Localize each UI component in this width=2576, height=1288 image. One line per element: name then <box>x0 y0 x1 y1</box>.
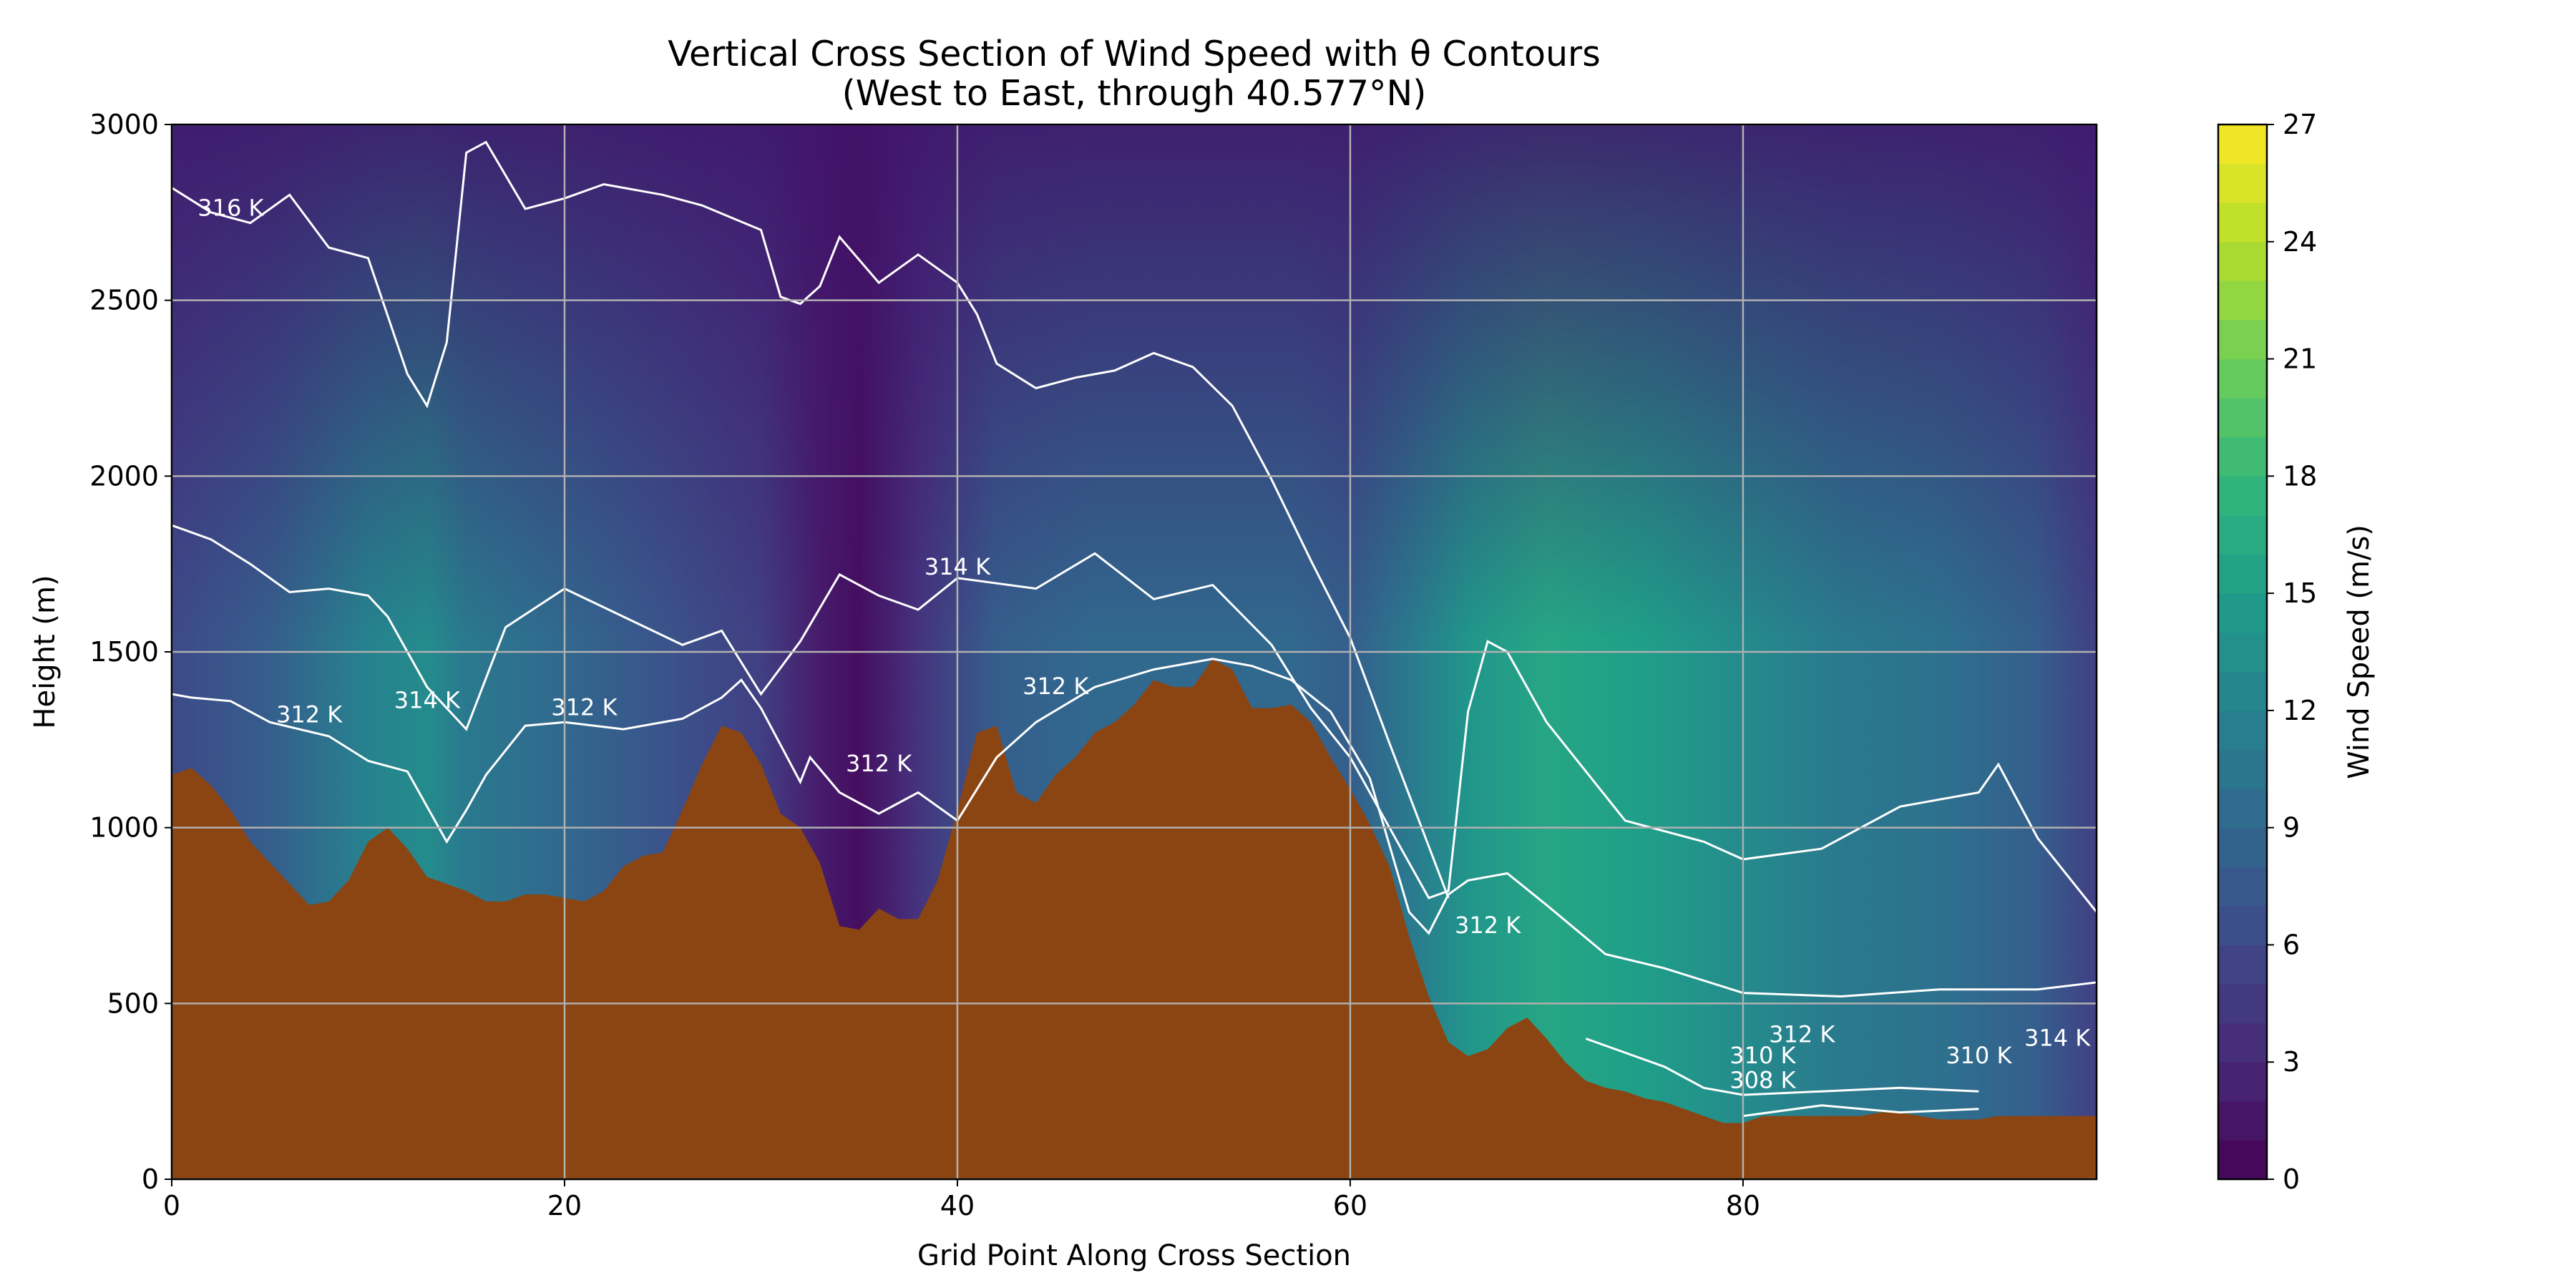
colorbar-band <box>2218 436 2267 477</box>
contour-label: 312 K <box>1769 1020 1835 1048</box>
colorbar-tick-label: 15 <box>2283 577 2317 609</box>
contour-label: 316 K <box>197 195 264 222</box>
colorbar-band <box>2218 1023 2267 1063</box>
y-tick-label: 2000 <box>89 460 159 492</box>
contour-label: 314 K <box>2024 1024 2091 1051</box>
colorbar: 0 3 6 9 12 15 18 21 24 27 Wind Speed (m/s) <box>2217 109 2376 1195</box>
colorbar-band <box>2218 398 2267 438</box>
contour-label: 312 K <box>551 693 618 721</box>
colorbar-band <box>2218 163 2267 203</box>
terrain-layer <box>172 658 2097 1179</box>
colorbar-band <box>2218 984 2267 1024</box>
contour-labels: 316 K 314 K 314 K 312 K 312 K 312 K 312 K 312 K… <box>197 195 2091 1094</box>
colorbar-frame <box>2217 123 2268 1181</box>
y-tick-label: 2500 <box>89 285 159 316</box>
y-tick-label: 1500 <box>89 636 159 668</box>
colorbar-band <box>2218 1140 2267 1180</box>
colorbar-band <box>2218 632 2267 672</box>
colorbar-tick-label: 21 <box>2283 343 2317 375</box>
colorbar-band <box>2218 203 2267 243</box>
terrain-fill <box>172 658 2097 1179</box>
colorbar-band <box>2218 945 2267 985</box>
colorbar-band <box>2218 671 2267 711</box>
colorbar-band <box>2218 514 2267 555</box>
y-tick-label: 1000 <box>89 812 159 844</box>
contour-label: 310 K <box>1729 1042 1796 1069</box>
contour-label: 314 K <box>924 553 991 580</box>
x-tick-label: 60 <box>1333 1190 1367 1221</box>
x-tick-label: 80 <box>1726 1190 1760 1221</box>
colorbar-band <box>2218 867 2267 907</box>
colorbar-band <box>2218 280 2267 321</box>
colorbar-band <box>2218 358 2267 399</box>
contour-label: 312 K <box>276 701 343 728</box>
y-tick-label: 3000 <box>89 109 159 140</box>
y-tick-label: 0 <box>142 1163 159 1195</box>
y-tick-label: 500 <box>107 987 159 1019</box>
wind-field-upper-fade <box>172 125 2097 640</box>
chart-subtitle: (West to East, through 40.577°N) <box>842 73 1427 114</box>
colorbar-band <box>2218 1101 2267 1141</box>
colorbar-tick-label: 6 <box>2283 929 2300 960</box>
colorbar-band <box>2218 710 2267 750</box>
colorbar-band <box>2218 241 2267 281</box>
y-axis-label: Height (m) <box>29 575 62 728</box>
contour-label: 308 K <box>1729 1066 1796 1093</box>
colorbar-tick-label: 12 <box>2283 695 2317 726</box>
x-tick-label: 20 <box>547 1190 582 1221</box>
contour-label: 314 K <box>394 687 461 714</box>
colorbar-ticks: 0 3 6 9 12 15 18 21 24 27 <box>2267 109 2317 1195</box>
plot-area: 316 K 314 K 314 K 312 K 312 K 312 K 312 K 312 K… <box>172 125 2097 1179</box>
contour-label: 312 K <box>1023 673 1089 700</box>
colorbar-bands <box>2218 125 2267 1180</box>
colorbar-tick-label: 0 <box>2283 1163 2300 1195</box>
colorbar-band <box>2218 827 2267 867</box>
contour-label: 312 K <box>846 750 912 777</box>
chart-title: Vertical Cross Section of Wind Speed wit… <box>668 34 1600 74</box>
colorbar-label: Wind Speed (m/s) <box>2343 525 2376 779</box>
contour-label: 310 K <box>1946 1042 2012 1069</box>
colorbar-band <box>2218 476 2267 516</box>
x-tick-label: 0 <box>163 1190 180 1221</box>
theta-contour-line <box>172 524 2097 913</box>
colorbar-band <box>2218 125 2267 165</box>
theta-contour-line <box>1742 1104 1979 1118</box>
colorbar-tick-label: 3 <box>2283 1046 2300 1078</box>
colorbar-band <box>2218 1062 2267 1102</box>
colorbar-tick-label: 9 <box>2283 812 2300 844</box>
colorbar-band <box>2218 749 2267 789</box>
colorbar-band <box>2218 554 2267 594</box>
x-tick-label: 40 <box>940 1190 975 1221</box>
colorbar-tick-label: 24 <box>2283 226 2317 258</box>
colorbar-band <box>2218 905 2267 945</box>
grid-lines <box>172 125 2097 1179</box>
colorbar-tick-label: 27 <box>2283 109 2317 140</box>
colorbar-tick-label: 18 <box>2283 460 2317 492</box>
colorbar-band <box>2218 319 2267 360</box>
x-axis-label: Grid Point Along Cross Section <box>917 1239 1351 1272</box>
colorbar-band <box>2218 593 2267 633</box>
x-axis-ticks: 0 20 40 60 80 <box>163 1179 1760 1221</box>
theta-contour-line <box>172 140 1450 899</box>
colorbar-band <box>2218 789 2267 829</box>
contour-label: 312 K <box>1455 912 1521 939</box>
y-axis-ticks: 0 500 1000 1500 2000 2500 3000 <box>89 109 172 1195</box>
